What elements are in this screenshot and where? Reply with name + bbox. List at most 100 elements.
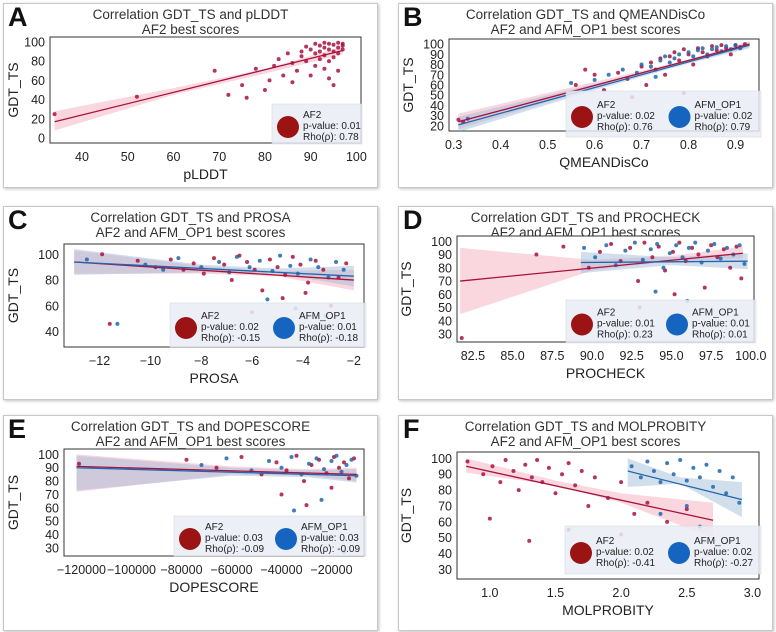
data-point xyxy=(344,463,349,468)
legend-name: AF2 xyxy=(596,536,615,547)
data-point xyxy=(274,460,279,465)
data-point xyxy=(214,465,219,470)
y-tick-label: 60 xyxy=(438,515,452,529)
y-tick-label: 70 xyxy=(438,499,452,513)
data-point xyxy=(658,511,663,516)
data-point xyxy=(107,321,112,326)
data-point xyxy=(639,62,644,67)
data-point xyxy=(319,497,324,502)
y-tick-label: 80 xyxy=(438,261,452,275)
data-point xyxy=(331,55,336,60)
data-point xyxy=(161,267,166,272)
legend-rho: Rho(ρ): 0.23 xyxy=(597,330,653,341)
data-point xyxy=(313,51,318,56)
data-point xyxy=(341,267,346,272)
data-point xyxy=(529,475,534,480)
data-point xyxy=(573,83,578,87)
x-tick-label: 50 xyxy=(121,150,135,164)
data-point xyxy=(653,74,658,79)
data-point xyxy=(184,457,189,462)
data-point xyxy=(262,88,267,92)
data-point xyxy=(304,503,309,508)
x-tick-label: −100000 xyxy=(107,563,156,577)
y-tick-label: 100 xyxy=(24,35,45,49)
data-point xyxy=(583,67,588,72)
data-point xyxy=(645,459,650,464)
y-tick-label: 80 xyxy=(31,55,45,69)
data-point xyxy=(684,507,689,512)
data-point xyxy=(592,72,597,77)
data-point xyxy=(586,503,591,508)
legend-marker xyxy=(666,313,688,336)
data-point xyxy=(342,460,346,465)
plot-content xyxy=(74,249,354,326)
panel-letter: B xyxy=(403,3,423,32)
data-point xyxy=(671,249,675,254)
data-point xyxy=(347,476,351,481)
data-point xyxy=(349,457,354,462)
x-tick-label: 40 xyxy=(75,150,89,164)
data-point xyxy=(606,72,611,77)
data-point xyxy=(176,256,181,261)
data-point xyxy=(671,472,676,477)
data-point xyxy=(288,263,293,268)
data-point xyxy=(573,483,578,488)
data-point xyxy=(561,244,566,249)
data-point xyxy=(681,47,686,52)
data-point xyxy=(284,468,289,473)
y-tick-label: 20 xyxy=(31,112,45,126)
data-point xyxy=(337,465,341,470)
y-tick-label: 0 xyxy=(38,132,45,146)
regression-line xyxy=(460,252,743,282)
legend-marker xyxy=(571,313,593,336)
x-tick-label: 0.4 xyxy=(492,138,509,152)
panel-letter: F xyxy=(403,415,420,444)
y-tick-label: 90 xyxy=(45,461,59,475)
data-point xyxy=(619,480,624,485)
data-point xyxy=(217,260,222,265)
legend-marker xyxy=(273,317,295,339)
data-point xyxy=(267,257,272,262)
legend-name: AF2 xyxy=(205,522,224,533)
y-tick-label: 40 xyxy=(430,99,444,113)
data-point xyxy=(326,76,331,81)
data-point xyxy=(733,43,738,48)
data-point xyxy=(527,538,532,543)
data-point xyxy=(222,262,227,267)
confidence-band xyxy=(458,42,750,131)
scatter-plot: −120000 −100000 −80000 −60000 −40000 −20000 30… xyxy=(5,448,367,595)
y-tick-label: 40 xyxy=(438,547,452,561)
data-point xyxy=(724,491,729,496)
y-tick-label: 60 xyxy=(430,79,444,93)
data-point xyxy=(742,261,747,266)
data-point xyxy=(314,456,319,461)
data-point xyxy=(239,455,244,460)
legend-pvalue: p-value: 0.01 xyxy=(597,319,655,330)
regression-line xyxy=(76,467,357,477)
data-point xyxy=(487,516,492,521)
data-point xyxy=(665,461,670,466)
data-point xyxy=(579,469,584,474)
data-point xyxy=(456,117,461,122)
data-point xyxy=(696,252,701,257)
data-point xyxy=(294,453,299,458)
data-point xyxy=(290,80,295,85)
legend-name: AF2 xyxy=(303,110,322,121)
data-point xyxy=(134,94,139,99)
data-point xyxy=(275,265,280,270)
data-point xyxy=(693,240,698,245)
data-point xyxy=(700,50,705,55)
data-point xyxy=(684,503,689,508)
data-point xyxy=(686,245,691,250)
scatter-plot: 40 50 60 70 80 90 100 0 20 40 60 80 100 pLDDT GDT_TS AF… xyxy=(5,35,367,182)
data-point xyxy=(308,73,313,78)
y-axis-label: GDT_TS xyxy=(399,261,414,316)
data-point xyxy=(628,245,633,250)
data-point xyxy=(677,58,682,63)
legend-name: AFM_OP1 xyxy=(694,536,741,547)
x-tick-label: 0.7 xyxy=(633,138,650,152)
chart-title: Correlation GDT_TS and pLDDT xyxy=(92,7,289,22)
legend-marker xyxy=(668,106,691,128)
y-tick-label: 40 xyxy=(438,314,452,328)
